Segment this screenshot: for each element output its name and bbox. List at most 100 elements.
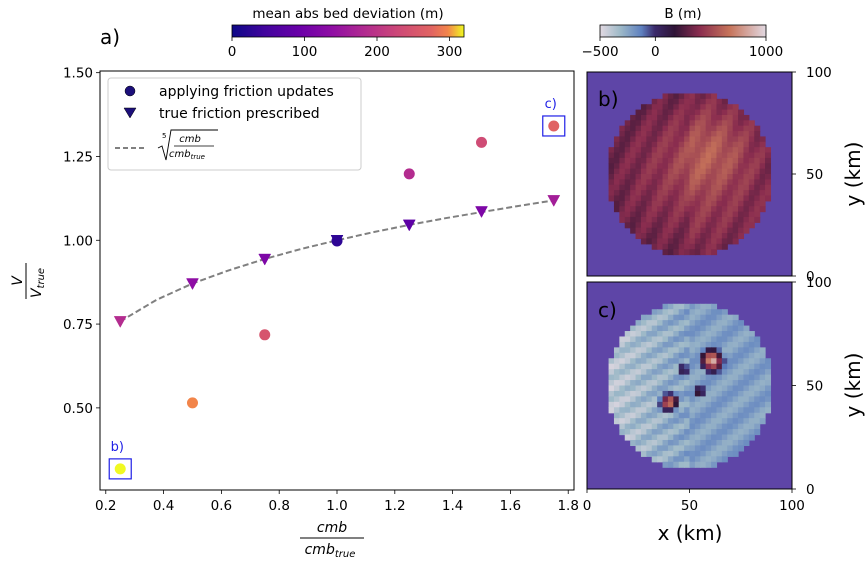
heatmap-cell [716, 243, 723, 250]
heatmap-cell [700, 374, 707, 381]
heatmap-cell [705, 179, 712, 186]
heatmap-cell [667, 120, 674, 127]
heatmap-cell [711, 222, 718, 229]
heatmap-cell [721, 179, 728, 186]
heatmap-cell [657, 396, 664, 403]
heatmap-cell [727, 347, 734, 354]
heatmap-cell [694, 109, 701, 116]
deviation-colorbar: mean abs bed deviation (m) 0 100 200 300 [228, 6, 465, 60]
heatmap-cell [667, 385, 674, 392]
heatmap-cell [700, 390, 707, 397]
heatmap-cell [705, 104, 712, 111]
heatmap-cell [754, 341, 761, 348]
heatmap-cell [662, 184, 669, 191]
heatmap-cell [689, 141, 696, 148]
heatmap-cell [727, 152, 734, 159]
heatmap-cell [694, 104, 701, 111]
heatmap-cell [759, 141, 766, 148]
heatmap-cell [700, 163, 707, 170]
heatmap-cell [694, 320, 701, 327]
heatmap-cell [662, 309, 669, 316]
heatmap-cell [651, 363, 658, 370]
heatmap-cell [732, 179, 739, 186]
heatmap-cell [700, 407, 707, 414]
heatmap-cell [716, 396, 723, 403]
heatmap-cell [619, 374, 626, 381]
heatmap-cell [700, 184, 707, 191]
heatmap-cell [651, 163, 658, 170]
heatmap-cell [635, 131, 642, 138]
heatmap-cell [716, 325, 723, 332]
heatmap-cell [635, 445, 642, 452]
heatmap-cell [673, 331, 680, 338]
heatmap-cell [657, 114, 664, 121]
heatmap-cell [684, 423, 691, 430]
heatmap-cell [678, 174, 685, 180]
heatmap-cell [651, 380, 658, 387]
heatmap-cell [743, 380, 750, 387]
heatmap-cell [684, 456, 691, 463]
heatmap-cell [721, 325, 728, 332]
heatmap-cell [694, 331, 701, 338]
heatmap-cell [678, 249, 685, 256]
heatmap-cell [716, 152, 723, 159]
heatmap-cell [743, 211, 750, 218]
heatmap-cell [635, 385, 642, 392]
heatmap-cell [651, 407, 658, 414]
heatmap-cell [727, 136, 734, 143]
heatmap-cell [689, 152, 696, 159]
heatmap-cell [754, 157, 761, 164]
heatmap-cell [657, 369, 664, 376]
heatmap-cell [689, 243, 696, 250]
heatmap-cell [721, 390, 728, 397]
heatmap-cell [662, 233, 669, 240]
heatmap-cell [673, 98, 680, 105]
heatmap-cell [635, 125, 642, 132]
heatmap-cell [646, 325, 653, 332]
heatmap-cell [743, 429, 750, 436]
heatmap-cell [700, 418, 707, 425]
heatmap-cell [700, 152, 707, 159]
heatmap-cell [667, 206, 674, 213]
heatmap-cell [738, 439, 745, 447]
fit-line [119, 199, 554, 323]
x-tick-label: 0.4 [153, 498, 174, 514]
heatmap-cell [738, 390, 745, 397]
heatmap-cell [716, 174, 723, 180]
heatmap-cell [667, 396, 674, 403]
heatmap-cell [635, 168, 642, 175]
heatmap-cell [684, 211, 691, 218]
heatmap-cell [694, 407, 701, 414]
heatmap-cell [630, 358, 637, 365]
heatmap-cell [748, 184, 755, 191]
legend-fit-formula: 5 cmb cmbtrue [157, 129, 218, 161]
heatmap-cell [738, 227, 745, 234]
heatmap-cell [613, 352, 620, 359]
heatmap-cell [727, 369, 734, 376]
heatmap-cell [716, 120, 723, 127]
heatmap-cell [732, 385, 739, 392]
heatmap-cell [700, 157, 707, 164]
heatmap-cell [711, 211, 718, 218]
heatmap-cell [630, 157, 637, 164]
heatmap-cell [716, 98, 723, 105]
y-tick-label: 1.25 [63, 149, 93, 165]
heatmap-cell [608, 152, 615, 159]
heatmap-cell [748, 141, 755, 148]
heatmap-cell [721, 456, 728, 463]
heatmap-cell [651, 412, 658, 419]
heatmap-cell [662, 439, 669, 447]
heatmap-cell [684, 206, 691, 213]
highlight-label: c) [545, 97, 557, 112]
heatmap-cell [630, 352, 637, 359]
heatmap-cell [754, 385, 761, 392]
heatmap-cell [711, 347, 718, 354]
heatmap-cell [711, 136, 718, 143]
heatmap-cell [678, 341, 685, 348]
heatmap-cell [705, 114, 712, 121]
heatmap-cell [732, 407, 739, 414]
heatmap-cell [662, 157, 669, 164]
heatmap-cell [662, 434, 669, 441]
heatmap-cell [630, 418, 637, 425]
heatmap-cell [748, 222, 755, 229]
